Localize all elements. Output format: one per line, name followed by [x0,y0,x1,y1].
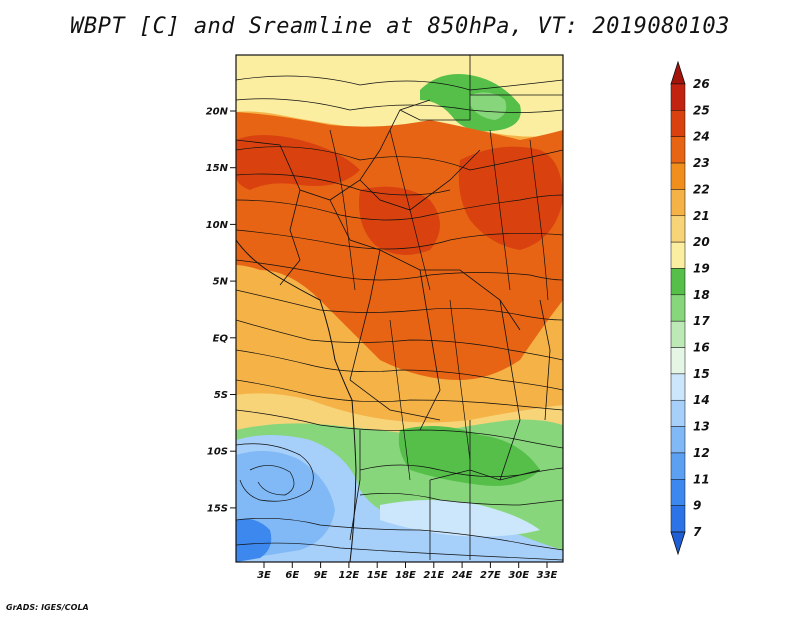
map-frame [235,54,564,563]
lon-tick-label: 12E [339,570,360,581]
credit-text: GrADS: IGES/COLA [6,603,89,612]
field-red-center [359,186,440,255]
colorbar-label: 24 [693,130,710,144]
lon-tick-label: 24E [452,570,473,581]
field-south-blue-dark [236,518,272,562]
coastline [236,239,357,562]
lon-tick-label: 30E [508,570,529,581]
colorbar-label: 21 [693,209,710,223]
colorbar-box [670,479,686,506]
colorbar-label: 23 [693,156,710,170]
colorbar-box [670,215,686,243]
lat-tick-label: 5S [214,390,228,401]
colorbar-box [670,294,686,322]
colorbar-label: 11 [693,472,710,486]
lat-tick-label: 5N [213,277,229,288]
colorbar-label: 20 [693,235,710,249]
colorbar-label: 18 [693,288,710,302]
lon-tick-label: 15E [367,570,388,581]
lon-tick-label: 6E [285,570,299,581]
colorbar-box [670,505,686,533]
field-red-east [458,146,563,250]
field-red-west [236,135,360,190]
lon-tick-label: 21E [423,570,444,581]
colorbar-bottom-arrow [670,531,686,556]
lat-tick-label: 15S [207,503,228,514]
colorbar-box [670,162,686,190]
country-borders [236,55,563,560]
colorbar-box [670,241,686,269]
colorbar-box [670,373,686,401]
colorbar-label: 15 [693,367,710,381]
lon-tick-label: 3E [257,570,271,581]
colorbar-label: 12 [693,446,710,460]
colorbar-box [670,426,686,454]
colorbar-box [670,83,686,111]
lon-tick-label: 33E [537,570,558,581]
colorbar-box [670,110,686,137]
colorbar-label: 22 [693,182,710,196]
colorbar-label: 17 [693,314,710,328]
lat-tick-label: 15N [206,163,229,174]
field-south-pale-cyan [380,500,540,537]
colorbar-label: 14 [693,393,710,407]
lat-tick-label: 20N [206,107,229,118]
lon-tick-label: 9E [314,570,328,581]
colorbar-label: 13 [693,420,710,434]
colorbar: 26 25 24 23 22 21 20 19 18 17 16 15 14 13 12 11 9 7 [670,60,710,556]
lon-tick-label: 18E [395,570,416,581]
streamlines [236,75,563,561]
colorbar-label: 26 [693,77,710,91]
latitude-axis: 20N 15N 10N 5N EQ 5S 10S 15S [206,107,236,514]
colorbar-label: 16 [693,341,710,355]
colorbar-box [670,268,686,296]
lon-tick-label: 27E [480,570,501,581]
colorbar-box [670,189,686,217]
colorbar-box [670,399,686,427]
colorbar-box [670,452,686,480]
colorbar-box [670,136,686,164]
lat-tick-label: 10S [207,447,228,458]
colorbar-box [670,320,686,348]
chart-title: WBPT [C] and Sreamline at 850hPa, VT: 20… [70,14,730,39]
field-north-green-light [470,92,507,120]
colorbar-box [670,347,686,375]
colorbar-label: 7 [693,525,702,539]
colorbar-top-arrow [670,60,686,85]
longitude-axis: 3E 6E 9E 12E 15E 18E 21E 24E 27E 30E 33E [257,562,558,581]
colorbar-label: 25 [693,103,710,117]
colorbar-label: 9 [693,499,701,513]
lat-tick-label: 10N [206,220,229,231]
lat-tick-label: EQ [213,333,229,344]
colorbar-label: 19 [693,261,710,275]
